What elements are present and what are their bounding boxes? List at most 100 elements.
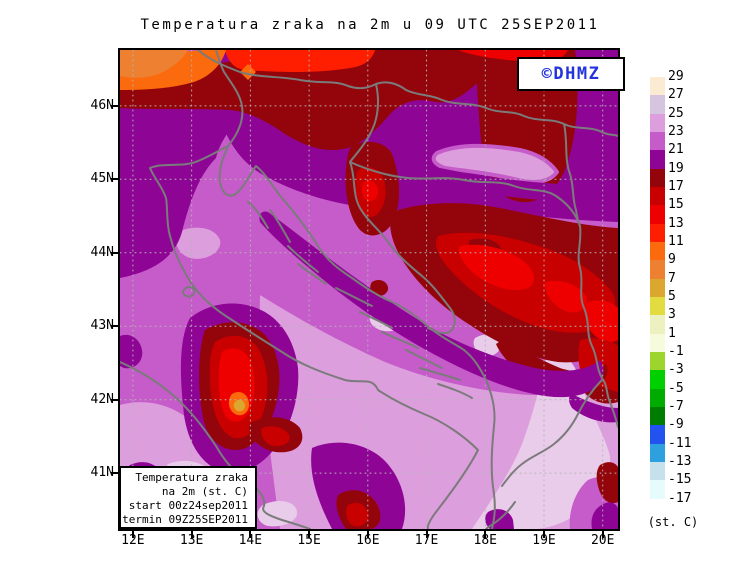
colorbar-box [650,95,665,114]
lat-tick-label: 43N [90,318,114,334]
temp-region-orange-corner [120,50,188,78]
island-outline [247,201,269,229]
lat-tick-label: 44N [90,244,114,260]
colorbar-tick-label: 11 [668,233,684,249]
temp-region-south-red [346,502,369,527]
colorbar-tick-label: 5 [668,288,676,304]
country-border [501,379,603,487]
colorbar-tick-label: 29 [668,69,684,84]
dhmz-watermark-box: ©DHMZ [517,57,625,91]
temp-region-edge-purple-strip [569,394,618,423]
colorbar-box [650,150,665,169]
lon-tick-label: 20E [590,533,615,548]
run-info-line: na 2m (st. C) [161,485,248,498]
island-outline [269,209,291,243]
dhmz-logo-text: ©DHMZ [541,64,601,84]
colorbar-box [650,315,665,334]
country-border [349,83,379,163]
colorbar-box [650,388,665,407]
coastline [245,479,311,529]
lat-tick-label: 41N [90,465,114,481]
map-frame [118,48,620,531]
coastline [120,361,247,481]
colorbar-tick-label: 19 [668,160,684,176]
temp-region-edge-maroon-low [596,462,618,504]
temp-region-left-edge-purple [120,334,143,369]
colorbar-tick-label: 7 [668,270,676,286]
temp-region-naples-red [261,426,290,447]
lat-tick-mark [111,178,118,181]
colorbar-tick-label: -7 [668,398,684,414]
colorbar-box [650,370,665,389]
country-border [197,50,618,137]
temperature-contour-map [120,50,618,529]
temp-region-sea-nw-patch [175,227,221,259]
colorbar-box [650,113,665,132]
island-outline [437,383,473,399]
colorbar-box [650,480,665,499]
lon-tick-label: 17E [414,533,439,548]
colorbar-box [650,260,665,279]
colorbar-box [650,461,665,481]
temp-region-dinaric-band [259,211,604,398]
colorbar-tick-label: -15 [668,472,692,488]
run-info-line: termin 09Z25SEP2011 [122,513,248,526]
lon-tick-mark [425,531,428,538]
colorbar-tick-label: 25 [668,105,684,121]
temp-region-kordun-bright [361,180,379,202]
lat-tick-label: 46N [90,97,114,113]
colorbar-tick-label: 23 [668,123,684,139]
lat-tick-mark [111,398,118,401]
colorbar-tick-label: 3 [668,307,676,323]
colorbar-box [650,241,665,261]
country-border [215,50,244,147]
colorbar-box [650,205,665,224]
colorbar-tick-label: -5 [668,380,684,396]
colorbar-tick-label: -1 [668,343,684,359]
colorbar-box [650,351,665,371]
colorbar-box [650,296,665,316]
lon-tick-label: 12E [121,533,145,548]
colorbar-box [650,131,665,151]
temp-region-pale-south [257,501,298,527]
island-outline [335,287,373,307]
temp-region-purple-under-sava [436,168,613,201]
temp-region-red-strip-left [225,50,375,72]
lon-tick-mark [484,531,487,538]
lat-tick-mark [111,325,118,328]
country-border [609,401,618,428]
colorbar-tick-label: -13 [668,453,692,469]
colorbar-tick-label: 9 [668,252,676,268]
lon-tick-label: 15E [297,533,321,548]
run-info-box: Temperatura zraka na 2m (st. C) start 00z2… [119,466,257,529]
lat-tick-mark [111,472,118,475]
colorbar-tick-label: 21 [668,142,684,158]
colorbar-box [650,168,665,187]
temp-region-italy-yellow-dot [233,399,245,412]
colorbar-unit-label: (st. C) [647,515,699,529]
colorbar-box [650,425,665,444]
coastline [485,501,516,529]
lon-tick-mark [543,531,545,538]
colorbar-box [650,278,665,297]
island-outline [419,367,461,381]
lon-tick-mark [601,531,604,538]
colorbar-tick-label: 17 [668,178,684,194]
temp-region-pale-neretva [473,334,501,357]
temp-region-bosnia-bright-2 [544,280,588,313]
lon-tick-mark [308,531,311,538]
colorbar-box [650,77,665,96]
lon-tick-mark [249,531,252,538]
coastline [149,145,496,529]
colorbar-box [650,333,665,352]
temp-region-maroon-top-band [120,50,480,151]
lat-tick-mark [111,104,118,107]
country-border [563,123,581,227]
temp-region-bosnia-bright-1 [458,244,534,291]
lon-tick-label: 19E [532,533,556,548]
island-outline [297,263,327,285]
temp-region-bosnia-bright-3 [584,300,618,342]
colorbar-tick-label: -11 [668,435,692,451]
colorbar-tick-label: 15 [668,197,684,213]
